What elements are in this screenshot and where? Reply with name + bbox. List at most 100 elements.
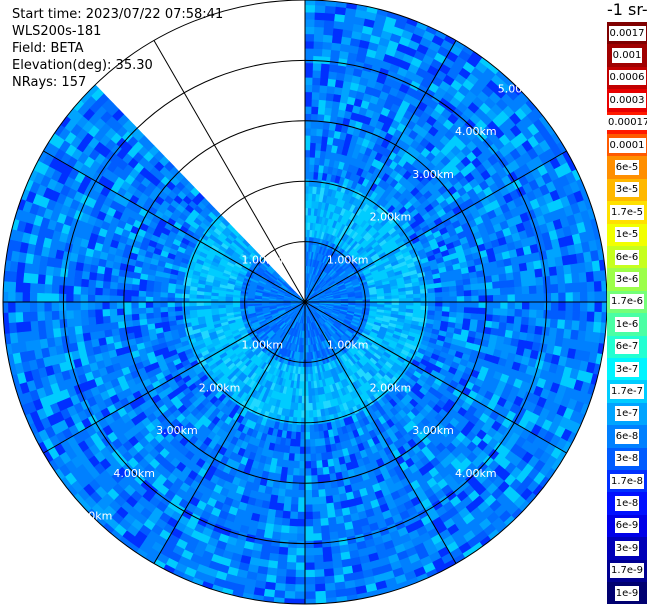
data-cell bbox=[310, 475, 318, 484]
data-cell bbox=[297, 497, 306, 506]
data-cell bbox=[357, 0, 371, 5]
data-cell bbox=[586, 184, 599, 199]
data-cell bbox=[296, 533, 306, 542]
data-cell bbox=[86, 538, 101, 553]
data-cell bbox=[304, 526, 314, 535]
data-cell bbox=[492, 314, 501, 323]
data-cell bbox=[269, 545, 280, 555]
data-cell bbox=[292, 475, 300, 484]
data-cell bbox=[597, 375, 607, 389]
data-cell bbox=[568, 119, 583, 134]
data-cell bbox=[533, 514, 548, 530]
data-cell bbox=[485, 301, 494, 309]
data-cell bbox=[251, 594, 264, 604]
data-cell bbox=[324, 12, 336, 22]
data-cell bbox=[535, 317, 544, 328]
data-cell bbox=[314, 438, 321, 447]
data-cell bbox=[296, 518, 306, 528]
data-cell bbox=[273, 516, 283, 526]
data-cell bbox=[536, 309, 545, 320]
data-cell bbox=[272, 524, 282, 534]
data-cell bbox=[600, 226, 607, 240]
data-cell bbox=[281, 517, 291, 527]
data-cell bbox=[398, 301, 407, 306]
data-cell bbox=[317, 113, 326, 123]
data-cell bbox=[304, 33, 315, 42]
data-cell bbox=[463, 284, 472, 292]
data-cell bbox=[578, 272, 588, 284]
data-cell bbox=[283, 590, 296, 600]
data-cell bbox=[550, 105, 564, 120]
data-cell bbox=[514, 286, 523, 296]
data-cell bbox=[312, 533, 323, 542]
data-cell bbox=[543, 284, 552, 295]
data-cell bbox=[304, 76, 314, 86]
data-cell bbox=[328, 531, 339, 541]
data-cell bbox=[527, 325, 537, 335]
data-cell bbox=[167, 575, 182, 588]
data-cell bbox=[506, 315, 516, 325]
data-cell bbox=[311, 98, 320, 108]
data-cell bbox=[193, 601, 207, 604]
data-cell bbox=[293, 460, 300, 469]
data-cell bbox=[299, 432, 306, 441]
data-cell bbox=[321, 48, 332, 58]
data-cell bbox=[478, 37, 493, 51]
data-cell bbox=[311, 496, 320, 506]
data-cell bbox=[316, 474, 325, 484]
data-cell bbox=[507, 301, 516, 310]
data-cell bbox=[321, 459, 329, 469]
data-cell bbox=[593, 408, 606, 422]
data-cell bbox=[323, 575, 335, 585]
data-cell bbox=[496, 540, 511, 554]
data-cell bbox=[296, 526, 306, 535]
data-cell bbox=[294, 446, 301, 455]
data-cell bbox=[418, 579, 433, 592]
data-cell bbox=[283, 496, 292, 505]
data-cell bbox=[424, 592, 439, 604]
data-cell bbox=[441, 14, 456, 28]
data-cell bbox=[304, 134, 312, 143]
data-cell bbox=[112, 559, 128, 573]
data-cell bbox=[304, 446, 311, 455]
data-cell bbox=[421, 5, 436, 18]
data-cell bbox=[318, 496, 327, 505]
data-cell bbox=[275, 568, 287, 578]
data-cell bbox=[557, 283, 567, 294]
data-cell bbox=[462, 278, 472, 286]
data-cell bbox=[322, 41, 333, 51]
data-cell bbox=[427, 297, 436, 303]
data-cell bbox=[287, 460, 295, 469]
data-cell bbox=[208, 591, 222, 602]
data-cell bbox=[499, 315, 508, 324]
data-cell bbox=[292, 467, 300, 477]
data-cell bbox=[509, 51, 524, 66]
data-cell bbox=[548, 91, 563, 107]
data-cell bbox=[487, 547, 502, 561]
data-cell bbox=[294, 591, 306, 600]
data-cell bbox=[99, 540, 114, 554]
data-cell bbox=[281, 510, 291, 520]
data-cell bbox=[398, 294, 407, 300]
data-cell bbox=[304, 185, 310, 194]
data-cell bbox=[141, 577, 156, 591]
data-cell bbox=[586, 148, 599, 163]
data-cell bbox=[594, 301, 603, 313]
data-cell bbox=[589, 418, 602, 433]
data-cell bbox=[548, 327, 558, 338]
data-cell bbox=[325, 495, 334, 505]
data-cell bbox=[431, 10, 446, 23]
data-cell bbox=[550, 283, 559, 294]
data-cell bbox=[289, 511, 299, 520]
data-cell bbox=[272, 597, 285, 604]
data-cell bbox=[291, 482, 300, 491]
data-cell bbox=[434, 306, 443, 312]
data-cell bbox=[492, 37, 507, 52]
data-cell bbox=[103, 552, 118, 567]
data-cell bbox=[441, 286, 450, 293]
data-cell bbox=[582, 174, 595, 189]
data-cell bbox=[218, 594, 232, 604]
data-cell bbox=[321, 546, 332, 556]
data-cell bbox=[317, 489, 326, 498]
data-cell bbox=[331, 42, 342, 52]
